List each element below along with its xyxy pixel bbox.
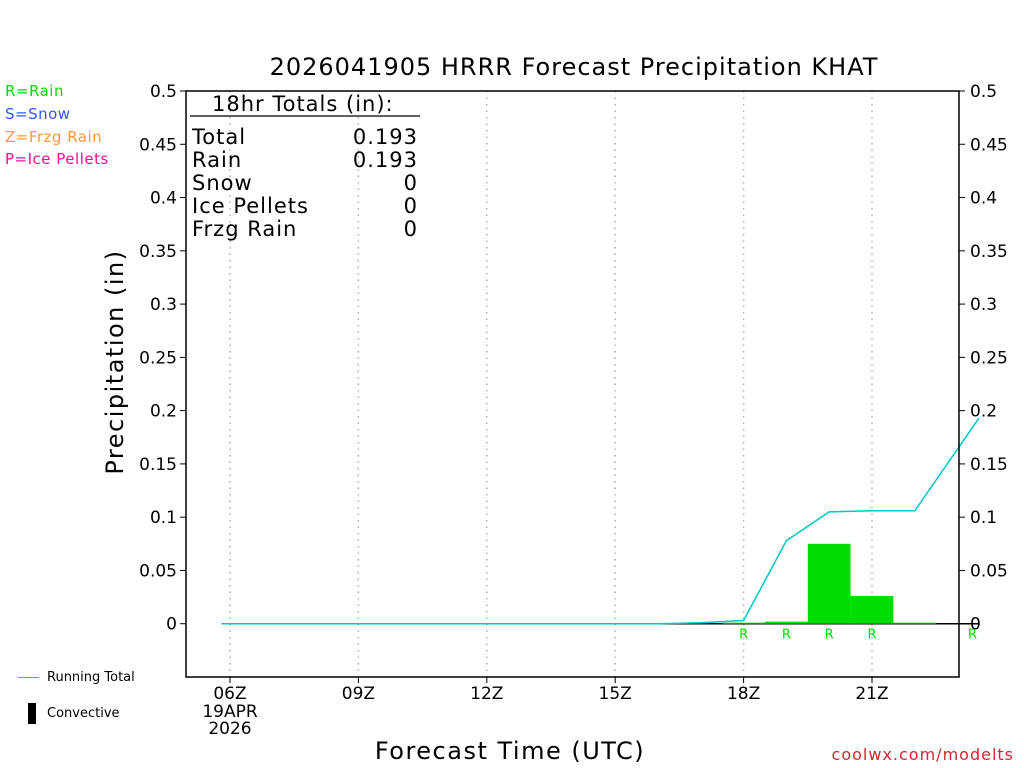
x-tick-label: 09Z [342, 684, 375, 704]
convective-swatch [28, 703, 36, 724]
totals-row-value: 0.193 [353, 125, 418, 149]
y-tick-label-right: 0 [970, 615, 981, 635]
y-tick-label-left: 0.1 [150, 508, 177, 528]
totals-row-label: Snow [192, 171, 253, 195]
totals-header: 18hr Totals (in): [212, 92, 394, 116]
y-tick-label-left: 0.2 [150, 402, 177, 422]
plot-frame [185, 90, 960, 678]
plot-area: 0.5 0.5 0.45 0.45 0.4 0.4 0.35 0.35 0.3 0.3 0.25 0.… [139, 82, 1008, 739]
y-tick-label-right: 0.1 [970, 508, 997, 528]
y-tick-label-right: 0.5 [970, 82, 997, 102]
x-tick-sublabel: 19APR [202, 702, 258, 722]
legend-rain: R=Rain [5, 82, 64, 100]
y-tick-label-left: 0.5 [150, 82, 177, 102]
ptype-marker-rain: R [867, 628, 876, 643]
running-total-line [221, 417, 980, 625]
y-tick-label-left: 0.4 [150, 189, 177, 209]
y-tick-label-left: 0.05 [139, 561, 177, 581]
x-axis-label: Forecast Time (UTC) [375, 737, 645, 765]
totals-row-label: Total [191, 125, 246, 149]
y-tick-label-left: 0.25 [139, 348, 177, 368]
totals-row-label: Rain [192, 148, 242, 172]
x-tick-label: 06Z [213, 684, 246, 704]
totals-row-value: 0 [404, 194, 418, 218]
totals-row-label: Frzg Rain [192, 217, 297, 241]
y-tick-label-right: 0.4 [970, 189, 997, 209]
rain-bar [765, 621, 808, 624]
rain-bar [722, 622, 765, 624]
y-tick-label-left: 0.15 [139, 455, 177, 475]
y-tick-label-right: 0.45 [970, 135, 1008, 155]
y-tick-label-right: 0.15 [970, 455, 1008, 475]
running-total-swatch [18, 677, 39, 678]
x-tick-label: 18Z [727, 684, 760, 704]
y-tick-label-right: 0.3 [970, 295, 997, 315]
totals-row-value: 0 [404, 171, 418, 195]
x-tick-label: 21Z [855, 684, 888, 704]
chart-title: 2026041905 HRRR Forecast Precipitation K… [270, 53, 879, 81]
credit-link[interactable]: coolwx.com/modelts [831, 745, 1014, 764]
y-tick-label-right: 0.05 [970, 561, 1008, 581]
y-tick-label-right: 0.2 [970, 402, 997, 422]
y-tick-label-right: 0.35 [970, 242, 1008, 262]
rain-bar [893, 622, 937, 624]
totals-row-label: Ice Pellets [192, 194, 309, 218]
x-tick-label: 15Z [599, 684, 632, 704]
y-tick-label-left: 0.35 [139, 242, 177, 262]
y-tick-label-right: 0.25 [970, 348, 1008, 368]
totals-row-value: 0.193 [353, 148, 418, 172]
ptype-marker-rain: R [739, 628, 748, 643]
legend-snow: S=Snow [5, 105, 71, 123]
x-tick-sublabel: 2026 [208, 719, 251, 739]
ptype-marker-rain: R [782, 628, 791, 643]
running-total-label: Running Total [47, 670, 135, 685]
totals-row-value: 0 [404, 217, 418, 241]
rain-bar [807, 543, 851, 624]
y-tick-label-left: 0.45 [139, 135, 177, 155]
x-tick-label: 12Z [470, 684, 503, 704]
rain-bar [850, 596, 894, 624]
convective-label: Convective [47, 706, 120, 721]
legend-frzg-rain: Z=Frzg Rain [5, 128, 103, 146]
y-tick-label-left: 0 [166, 615, 177, 635]
legend-ice-pellets: P=Ice Pellets [5, 150, 109, 168]
y-tick-label-left: 0.3 [150, 295, 177, 315]
y-axis-label: Precipitation (in) [101, 249, 129, 474]
ptype-marker-rain: R [825, 628, 834, 643]
ptype-marker-rain: R [968, 628, 977, 643]
